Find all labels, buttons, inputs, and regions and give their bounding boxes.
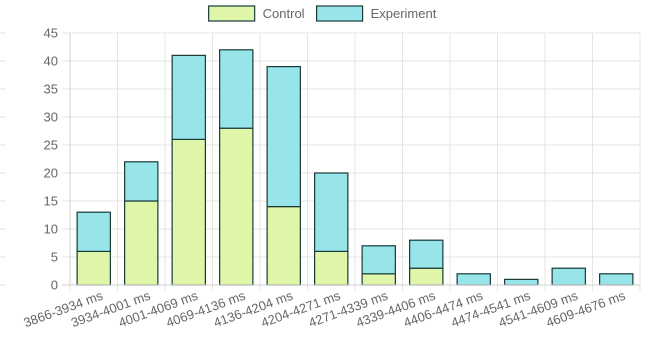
bar-control-1[interactable] bbox=[124, 200, 159, 286]
bar-experiment-7[interactable] bbox=[409, 239, 444, 269]
bar-control-3[interactable] bbox=[219, 127, 254, 286]
bar-control-2[interactable] bbox=[171, 138, 206, 286]
legend-label: Experiment bbox=[371, 6, 437, 21]
grid-layer bbox=[0, 32, 641, 291]
bar-experiment-4[interactable] bbox=[266, 65, 301, 208]
y-tick-label: 35 bbox=[44, 82, 58, 97]
bar-control-6[interactable] bbox=[361, 273, 396, 286]
bar-control-7[interactable] bbox=[409, 267, 444, 286]
y-tick-label: 10 bbox=[44, 222, 58, 237]
y-tick-label: 30 bbox=[44, 110, 58, 125]
bar-experiment-9[interactable] bbox=[504, 278, 539, 286]
bar-experiment-11[interactable] bbox=[599, 273, 634, 286]
y-tick-label: 0 bbox=[51, 278, 58, 293]
bar-experiment-5[interactable] bbox=[314, 172, 349, 253]
bar-experiment-3[interactable] bbox=[219, 49, 254, 129]
y-tick-label: 40 bbox=[44, 54, 58, 69]
legend-item-experiment[interactable]: Experiment bbox=[315, 5, 437, 22]
legend-swatch bbox=[208, 5, 256, 22]
y-tick-label: 25 bbox=[44, 138, 58, 153]
bar-experiment-8[interactable] bbox=[456, 273, 491, 286]
y-tick-label: 5 bbox=[51, 250, 58, 265]
y-tick-label: 45 bbox=[44, 26, 58, 41]
legend-swatch bbox=[315, 5, 364, 22]
bar-experiment-6[interactable] bbox=[361, 245, 396, 275]
y-tick-label: 15 bbox=[44, 194, 58, 209]
bar-control-5[interactable] bbox=[314, 250, 349, 286]
bars-layer bbox=[76, 49, 634, 286]
bar-experiment-10[interactable] bbox=[551, 267, 586, 286]
bar-experiment-0[interactable] bbox=[76, 211, 111, 252]
y-tick-label: 20 bbox=[44, 166, 58, 181]
bar-experiment-2[interactable] bbox=[171, 54, 206, 141]
legend: Control Experiment bbox=[208, 5, 437, 22]
bar-experiment-1[interactable] bbox=[124, 161, 159, 202]
legend-label: Control bbox=[263, 6, 305, 21]
bar-control-0[interactable] bbox=[76, 250, 111, 286]
legend-item-control[interactable]: Control bbox=[208, 5, 305, 22]
y-axis: 0 5 10 15 20 25 30 35 40 45 bbox=[44, 26, 71, 293]
bar-control-4[interactable] bbox=[266, 206, 301, 286]
